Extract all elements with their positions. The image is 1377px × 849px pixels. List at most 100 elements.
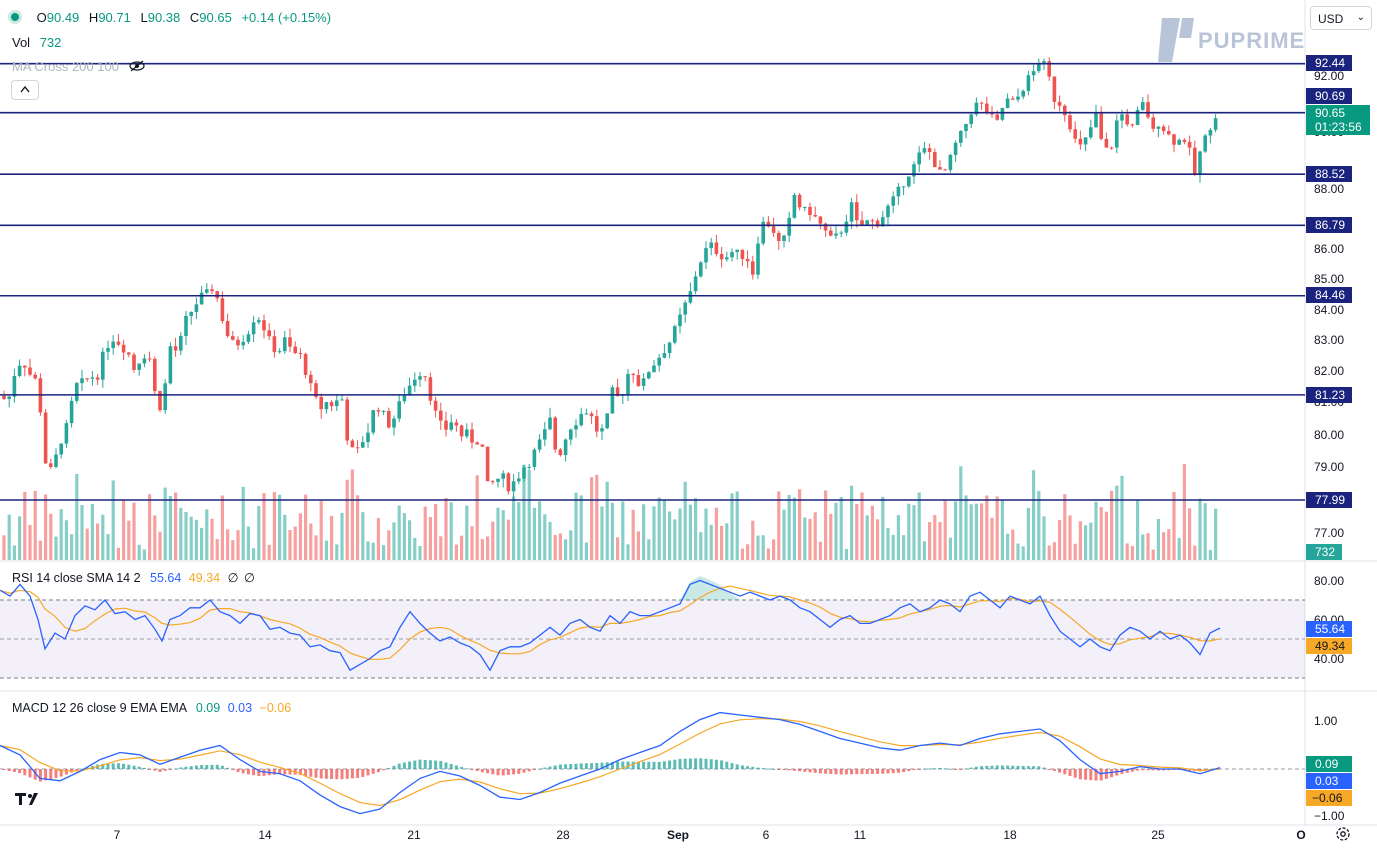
- volume-bar: [1203, 503, 1207, 560]
- candle-body: [267, 330, 271, 337]
- macd-histogram-bar: [610, 762, 614, 769]
- candle-body: [808, 206, 812, 215]
- rsi-sma-line: [0, 585, 1221, 660]
- volume-bar: [543, 514, 547, 560]
- candle-body: [751, 261, 755, 275]
- candle-body: [563, 439, 568, 456]
- volume-bar: [673, 519, 677, 560]
- macd-histogram-bar: [532, 769, 536, 770]
- volume-bar: [595, 474, 599, 560]
- candle-body: [891, 196, 895, 206]
- macd-histogram-bar: [64, 769, 68, 775]
- macd-histogram-bar: [189, 766, 193, 769]
- macd-histogram-bar: [454, 765, 458, 769]
- ma-cross-legend[interactable]: MA Cross 200 100: [12, 59, 145, 74]
- candle-body: [673, 326, 677, 343]
- volume-bar: [324, 540, 328, 560]
- candle-body: [428, 377, 433, 401]
- volume-bar: [194, 519, 198, 560]
- macd-histogram-bar: [865, 769, 869, 775]
- volume-bar: [704, 508, 708, 560]
- rsi-sma-value: 49.34: [188, 571, 221, 585]
- macd-histogram-bar: [496, 769, 500, 776]
- candle-body: [813, 214, 817, 217]
- macd-signal-value: −0.06: [259, 701, 292, 715]
- volume-bar: [179, 507, 183, 560]
- volume-bar: [1058, 520, 1062, 560]
- candle-body: [912, 164, 916, 177]
- volume-bar: [798, 489, 802, 560]
- macd-histogram-bar: [127, 764, 131, 769]
- candle-body: [584, 413, 589, 415]
- macd-histogram-bar: [855, 769, 859, 775]
- collapse-legend-button[interactable]: [11, 80, 39, 100]
- volume-bar: [501, 510, 505, 560]
- volume-bar: [1094, 501, 1098, 560]
- macd-histogram-bar: [642, 761, 646, 769]
- volume-bar: [491, 521, 495, 560]
- macd-histogram-bar: [85, 767, 89, 769]
- volume-bar: [803, 517, 807, 560]
- macd-histogram-bar: [460, 766, 464, 769]
- candle-body: [1021, 90, 1025, 97]
- volume-bar: [241, 486, 245, 560]
- volume-bar: [12, 545, 16, 560]
- volume-bar: [969, 504, 973, 560]
- macd-histogram-bar: [38, 769, 42, 782]
- change-value: +0.14 (+0.15%): [241, 10, 332, 25]
- candle-body: [210, 289, 214, 292]
- candle-body: [730, 252, 734, 258]
- level-tag: 92.44: [1315, 56, 1345, 70]
- candle-body: [173, 346, 178, 351]
- volume-bar: [532, 507, 536, 560]
- volume-legend: Vol 732: [12, 35, 61, 50]
- candle-body: [319, 396, 323, 410]
- macd-line-value: 0.03: [227, 701, 253, 715]
- volume-bar: [314, 535, 318, 560]
- volume-bar: [538, 501, 542, 560]
- candle-body: [953, 142, 958, 155]
- macd-histogram-bar: [839, 769, 843, 775]
- volume-bar: [335, 544, 339, 560]
- volume-bar: [974, 503, 978, 560]
- candle-body: [886, 205, 890, 218]
- candle-body: [881, 217, 885, 227]
- time-tick: O: [1296, 828, 1305, 842]
- macd-histogram-bar: [283, 769, 287, 775]
- volume-bar: [1214, 508, 1218, 560]
- volume-bar: [740, 548, 744, 560]
- macd-histogram-bar: [465, 768, 469, 770]
- candle-body: [371, 410, 375, 433]
- candle-body: [80, 378, 84, 384]
- candle-body: [865, 220, 869, 225]
- macd-histogram-bar: [236, 769, 240, 773]
- volume-bar: [782, 509, 786, 560]
- market-status-icon: [11, 13, 19, 21]
- candle-body: [329, 402, 334, 407]
- volume-bar: [70, 534, 74, 560]
- gear-icon[interactable]: [1335, 826, 1351, 842]
- rsi-line: [0, 579, 1221, 672]
- macd-histogram-bar: [491, 769, 495, 775]
- volume-bar: [220, 495, 224, 560]
- volume-bar: [1063, 494, 1067, 560]
- tradingview-logo-icon[interactable]: [15, 793, 38, 805]
- candle-body: [54, 454, 58, 467]
- time-tick: 11: [854, 828, 867, 842]
- macd-histogram-bar: [1084, 769, 1088, 780]
- brand-logo-icon: [1158, 18, 1194, 62]
- volume-bar: [434, 504, 438, 560]
- macd-histogram-bar: [600, 762, 604, 769]
- candle-body: [1115, 120, 1119, 148]
- macd-histogram-bar: [964, 768, 968, 770]
- macd-histogram-bar: [538, 768, 542, 770]
- eye-hidden-icon[interactable]: [128, 60, 145, 72]
- currency-select[interactable]: USD ⌄: [1310, 6, 1372, 30]
- time-tick: Sep: [667, 828, 689, 842]
- volume-bar: [272, 492, 276, 560]
- volume-bar: [1052, 542, 1056, 560]
- volume-bar: [288, 529, 292, 560]
- macd-histogram-bar: [1011, 765, 1015, 769]
- macd-histogram-bar: [174, 768, 178, 770]
